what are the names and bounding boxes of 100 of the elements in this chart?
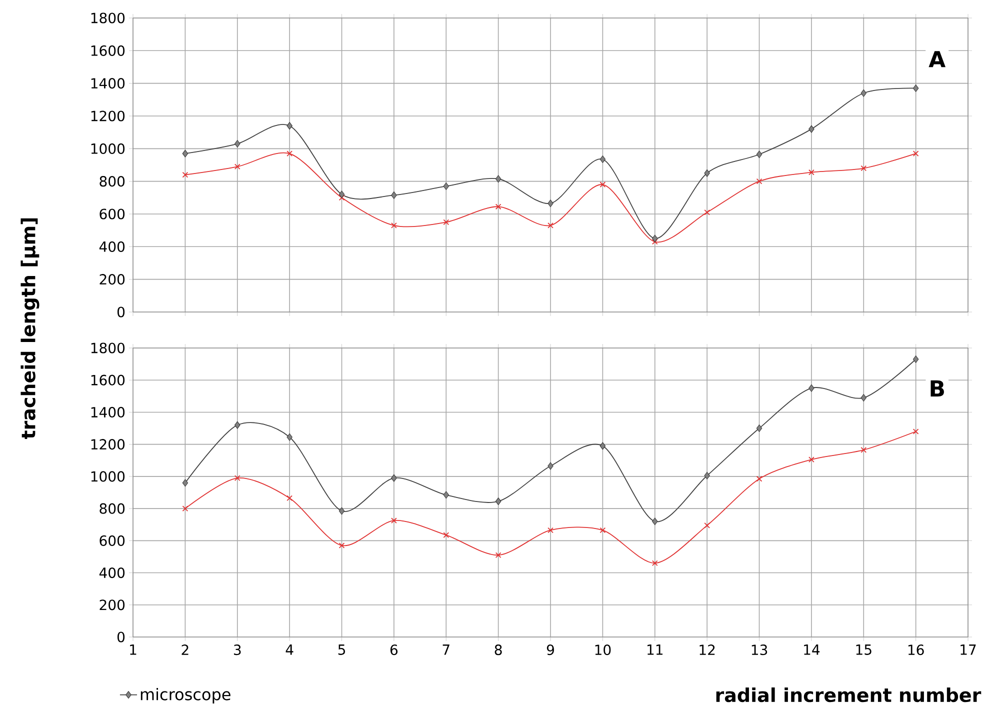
point — [234, 421, 240, 429]
x-tick-label: 1 — [130, 644, 136, 655]
y-tick-label: 0 — [117, 632, 125, 642]
point — [600, 182, 606, 188]
y-tick-label: 1400 — [91, 78, 125, 89]
y-tick-label: 800 — [100, 176, 125, 187]
point — [704, 209, 710, 216]
point — [860, 447, 867, 453]
point — [391, 222, 397, 228]
point — [286, 433, 292, 441]
x-tick-label: 3 — [234, 644, 241, 656]
point — [756, 178, 762, 184]
point — [912, 355, 919, 363]
y-tick-label: 1000 — [91, 471, 125, 482]
y-tick-label: 200 — [100, 274, 125, 285]
x-tick-label: 2 — [182, 644, 188, 655]
point — [808, 125, 814, 133]
point — [182, 150, 188, 158]
point — [495, 498, 502, 506]
x-tick-label: 14 — [804, 644, 820, 655]
point — [704, 522, 710, 528]
point — [808, 384, 814, 392]
x-tick-label: 6 — [390, 644, 398, 656]
point — [338, 194, 345, 201]
y-tick-label: 600 — [100, 535, 125, 546]
point — [286, 122, 292, 130]
x-tick-label: 13 — [752, 644, 768, 656]
point — [286, 150, 292, 156]
point — [495, 204, 502, 210]
point — [808, 169, 814, 176]
point — [548, 527, 554, 534]
point — [182, 479, 188, 487]
point — [652, 518, 658, 526]
y-tick-label: 1200 — [91, 110, 125, 122]
point — [652, 238, 658, 245]
point — [912, 428, 919, 434]
point — [652, 234, 658, 242]
y-tick-label: 400 — [99, 567, 125, 578]
point — [548, 200, 554, 208]
point — [600, 527, 606, 534]
annotation: B — [930, 380, 944, 396]
point — [234, 164, 240, 170]
point — [391, 191, 397, 199]
point — [391, 518, 397, 524]
y-tick-label: 1600 — [91, 374, 125, 386]
point — [860, 394, 867, 402]
x-tick-label: 10 — [595, 644, 611, 656]
point — [234, 475, 240, 481]
y-tick-label: 800 — [100, 503, 125, 514]
x-tick-label: 8 — [494, 644, 502, 656]
y-tick-label: 1800 — [91, 12, 125, 24]
y-tick-label: 200 — [100, 600, 125, 610]
y-tick-label: 1600 — [91, 45, 125, 56]
y-axis-title: tracheid length [µm] — [20, 218, 40, 440]
x-tick-label: 15 — [856, 644, 872, 655]
x-tick-label: 17 — [960, 644, 976, 655]
point — [912, 150, 919, 156]
point — [756, 424, 762, 432]
point — [860, 89, 867, 97]
x-tick-label: 16 — [908, 644, 924, 656]
x-tick-label: 12 — [700, 644, 715, 655]
point — [338, 190, 345, 198]
x-tick-label: 7 — [442, 644, 450, 655]
point — [443, 182, 450, 190]
x-tick-label: 4 — [286, 644, 294, 655]
y-tick-label: 1200 — [91, 439, 125, 450]
point — [652, 560, 658, 566]
y-tick-label: 0 — [117, 306, 125, 318]
point — [860, 165, 867, 172]
x-tick-label: 9 — [546, 644, 554, 656]
point — [548, 222, 554, 228]
point — [338, 542, 345, 548]
point — [600, 156, 606, 164]
point — [495, 552, 502, 558]
y-tick-label: 600 — [100, 208, 125, 220]
point — [286, 495, 292, 502]
point — [756, 150, 762, 158]
point — [704, 169, 710, 177]
point — [443, 491, 450, 499]
point — [600, 442, 606, 450]
x-axis-title: radial increment number — [716, 687, 982, 702]
point — [182, 172, 188, 178]
point — [391, 474, 397, 482]
x-tick-label: 11 — [648, 644, 662, 655]
point — [808, 456, 814, 463]
x-tick-label: 5 — [338, 644, 345, 655]
annotation: A — [928, 51, 946, 68]
point — [443, 219, 450, 226]
point — [548, 462, 554, 470]
point — [338, 507, 345, 515]
y-tick-label: 400 — [99, 241, 125, 252]
point — [912, 84, 919, 92]
legend-label: microscope — [140, 688, 230, 704]
y-tick-label: 1000 — [91, 143, 125, 154]
point — [704, 472, 710, 480]
point — [443, 532, 450, 538]
y-tick-label: 1800 — [91, 342, 125, 354]
point — [182, 506, 188, 512]
y-tick-label: 1400 — [91, 406, 125, 418]
point — [495, 175, 502, 183]
